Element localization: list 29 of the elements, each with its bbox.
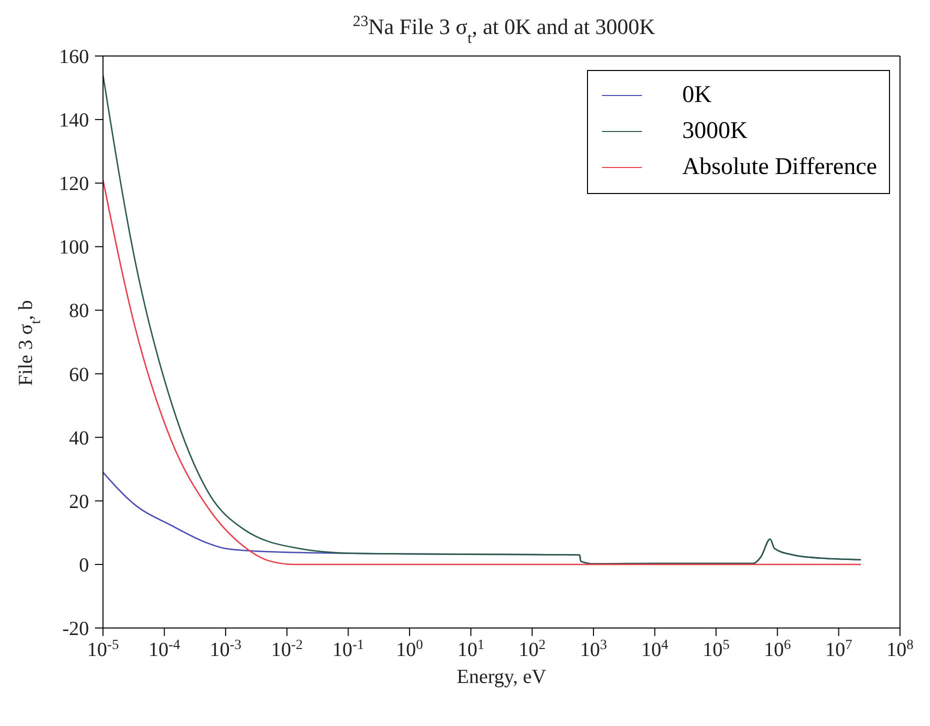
y-tick-label: -20 (62, 618, 89, 640)
x-tick-label: 10$^{-4}$ (148, 638, 180, 661)
y-tick-label: 40 (69, 427, 89, 450)
y-tick-label: 160 (59, 46, 89, 68)
x-tick-label: 10$^{2}$ (518, 638, 546, 661)
x-tick-label: 10$^{3}$ (580, 638, 607, 661)
y-tick-label: 60 (69, 364, 89, 386)
y-tick-label: 20 (69, 490, 89, 513)
y-tick-label: 120 (59, 173, 89, 196)
x-tick-label: 10$^{-2}$ (271, 638, 303, 661)
x-tick-label: 10$^{1}$ (457, 638, 484, 661)
x-tick-label: 10$^{5}$ (702, 638, 730, 661)
x-tick-label: 10$^{-5}$ (87, 638, 119, 661)
x-axis-title: Energy, eV (456, 666, 547, 688)
x-tick-label: 10$^{8}$ (886, 638, 914, 661)
x-tick-label: 10$^{7}$ (825, 638, 852, 661)
y-tick-label: 100 (59, 236, 89, 259)
chart-title: $^{23}$Na File 3 σ$_{t}$, at 0K and at 3000K (352, 12, 656, 46)
y-tick-label: 80 (69, 300, 89, 322)
legend-label: 0K (682, 82, 712, 108)
x-tick-label: 10$^{0}$ (396, 638, 424, 661)
y-tick-label: 0 (79, 554, 89, 576)
legend-label: 3000K (682, 118, 748, 144)
legend-label: Absolute Difference (682, 154, 877, 180)
x-tick-label: 10$^{-3}$ (210, 638, 242, 661)
x-tick-label: 10$^{-1}$ (332, 638, 364, 661)
x-tick-label: 10$^{6}$ (764, 638, 791, 661)
x-tick-label: 10$^{4}$ (641, 638, 668, 661)
y-tick-label: 140 (59, 110, 89, 132)
